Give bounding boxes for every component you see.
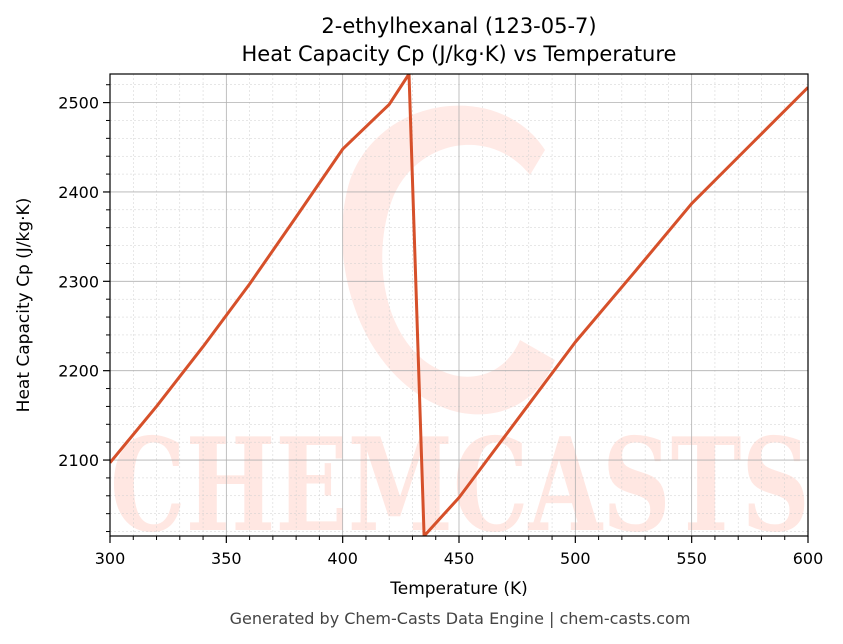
y-tick-label: 2200 [58,362,99,381]
x-tick-label: 550 [676,549,707,568]
y-tick-label: 2100 [58,451,99,470]
watermark-logo-arc [342,105,555,415]
x-tick-label: 300 [95,549,126,568]
y-tick-label: 2300 [58,272,99,291]
series-line-cp [110,74,808,536]
chart-title: 2-ethylhexanal (123-05-7) [321,14,596,38]
x-axis-label: Temperature (K) [389,579,528,599]
x-tick-label: 450 [444,549,475,568]
axis-ticks [103,84,809,543]
x-tick-label: 500 [560,549,591,568]
y-tick-label: 2400 [58,183,99,202]
y-axis-label: Heat Capacity Cp (J/kg·K) [14,198,34,413]
x-tick-label: 350 [211,549,242,568]
x-tick-label: 600 [793,549,824,568]
x-tick-label: 400 [327,549,358,568]
watermark-text: CHEMCASTS [110,411,810,561]
chart-subtitle: Heat Capacity Cp (J/kg·K) vs Temperature [242,42,677,66]
y-tick-label: 2500 [58,94,99,113]
footer-credit: Generated by Chem-Casts Data Engine | ch… [230,609,691,628]
tick-labels: 300 350 400 450 500 550 600 2100 2200 2300 2400 250… [58,94,823,568]
